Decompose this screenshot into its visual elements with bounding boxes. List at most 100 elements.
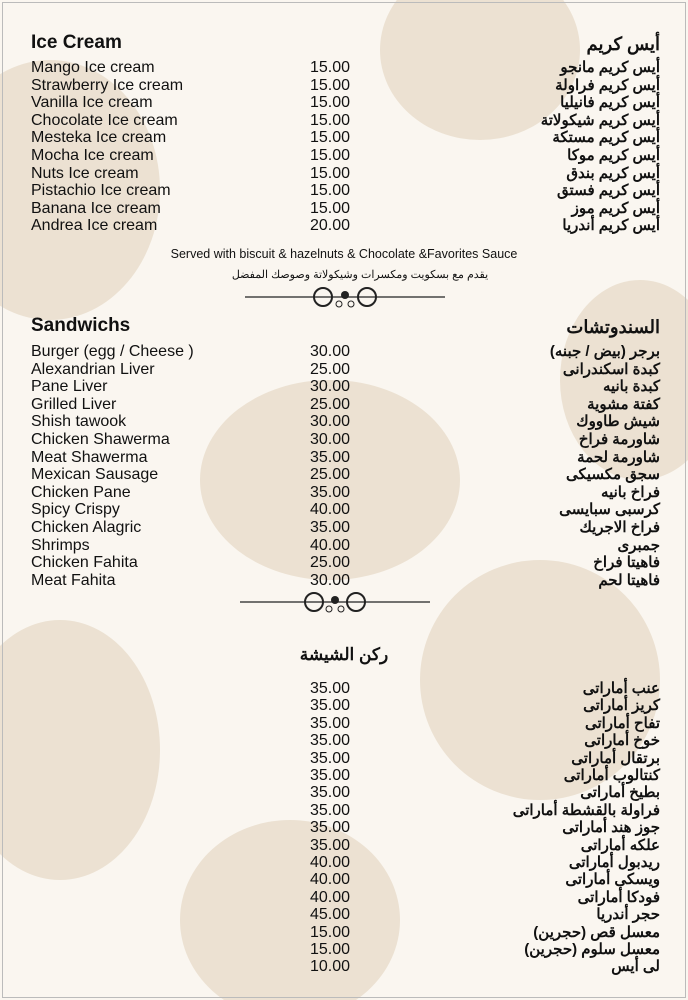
item-price: 35.00 [310, 732, 351, 750]
item-price: 40.00 [310, 888, 351, 906]
item-name-ar: حجر أندريا [596, 906, 660, 924]
item-price: 30.00 [310, 378, 351, 396]
item-name-ar: شاورمة فراخ [578, 431, 660, 448]
item-name-ar: كريز أماراتى [583, 697, 660, 715]
item-name-ar: شاورمة لحمة [577, 448, 660, 466]
item-price: 30.00 [310, 413, 351, 431]
item-price: 35.00 [310, 784, 351, 802]
item-price: 15.00 [310, 76, 351, 94]
item-price: 35.00 [310, 749, 351, 767]
menu-item: Chicken Alagric 35.00 فراخ الاجريك [0, 519, 688, 537]
item-name: Meat Fahita [31, 571, 116, 589]
item-name-ar: فراخ الاجريك [579, 519, 660, 536]
item-name: Strawberry Ice cream [31, 76, 184, 94]
menu-item: 35.00 برتقال أماراتى [0, 750, 688, 768]
item-price: 15.00 [310, 111, 351, 129]
item-name: Mesteka Ice cream [31, 129, 167, 147]
menu-item: 45.00 حجر أندريا [0, 906, 688, 924]
item-name-ar: أيس كريم فراولة [555, 76, 660, 94]
item-price: 40.00 [310, 536, 351, 554]
item-price: 25.00 [310, 360, 351, 378]
item-name: Mexican Sausage [31, 466, 159, 484]
item-price: 30.00 [310, 571, 351, 589]
item-name: Chicken Shawerma [31, 431, 170, 448]
item-price: 45.00 [310, 906, 351, 924]
menu-item: 35.00 بطيخ أماراتى [0, 784, 688, 802]
ice-cream-title-ar: أيس كريم [586, 34, 660, 54]
sandwiches-title-ar: السندوتشات [566, 317, 660, 337]
item-name-ar: علكه أماراتى [580, 836, 660, 854]
menu-item: Pistachio Ice cream 15.00 أيس كريم فستق [0, 182, 688, 200]
item-price: 35.00 [310, 819, 351, 837]
item-name: Vanilla Ice cream [31, 94, 153, 112]
item-price: 40.00 [310, 854, 351, 871]
menu-item: Vanilla Ice cream 15.00 أيس كريم فانيليا [0, 94, 688, 112]
item-name-ar: ويسكى أماراتى [565, 871, 660, 889]
item-price: 40.00 [310, 871, 351, 889]
item-name-ar: فراخ بانيه [601, 483, 660, 501]
menu-item: Chicken Shawerma 30.00 شاورمة فراخ [0, 431, 688, 449]
item-name: Spicy Crispy [31, 501, 120, 519]
menu-item: Spicy Crispy 40.00 كرسبى سبايسى [0, 501, 688, 519]
item-name: Meat Shawerma [31, 448, 148, 466]
menu-item: Pane Liver 30.00 كبدة بانيه [0, 378, 688, 396]
item-name-ar: أيس كريم شيكولاتة [540, 111, 660, 129]
item-name: Pistachio Ice cream [31, 182, 171, 200]
item-name-ar: جوز هند أماراتى [562, 819, 660, 837]
item-name-ar: خوخ أماراتى [584, 732, 660, 750]
item-name-ar: أيس كريم فانيليا [560, 94, 660, 112]
item-name-ar: جمبرى [617, 536, 661, 554]
item-price: 15.00 [310, 941, 351, 958]
item-price: 35.00 [310, 680, 351, 697]
item-name: Banana Ice cream [31, 199, 161, 217]
menu-item: Burger (egg / Cheese ) 30.00 برجر (بيض / ج… [0, 343, 688, 361]
item-name-ar: أيس كريم بندق [566, 164, 660, 182]
item-name: Nuts Ice cream [31, 164, 139, 182]
ornament-divider [240, 592, 430, 613]
menu-item: Mango Ice cream 15.00 أيس كريم مانجو [0, 59, 688, 77]
item-name-ar: أيس كريم مانجو [560, 59, 660, 76]
menu-item: Chicken Pane 35.00 فراخ بانيه [0, 484, 688, 502]
ice-cream-note: Served with biscuit & hazelnuts & Chocol… [170, 247, 518, 261]
menu-item: 40.00 ريدبول أماراتى [0, 854, 688, 872]
item-name-ar: برجر (بيض / جبنه) [549, 343, 660, 360]
menu-item: 35.00 خوخ أماراتى [0, 732, 688, 750]
item-name: Mocha Ice cream [31, 147, 154, 164]
item-price: 35.00 [310, 519, 351, 536]
item-name: Burger (egg / Cheese ) [31, 343, 194, 360]
item-name-ar: أيس كريم فستق [557, 182, 660, 200]
ice-cream-title: Ice Cream [31, 32, 122, 53]
item-name: Alexandrian Liver [31, 360, 155, 378]
item-name-ar: معسل قص (حجرين) [533, 923, 660, 941]
menu-item: Nuts Ice cream 15.00 أيس كريم بندق [0, 165, 688, 183]
item-price: 15.00 [310, 182, 351, 200]
item-price: 35.00 [310, 801, 351, 819]
menu-item: Shish tawook 30.00 شيش طاووك [0, 413, 688, 431]
menu-item: 35.00 علكه أماراتى [0, 837, 688, 855]
item-price: 35.00 [310, 697, 351, 715]
item-name: Chicken Fahita [31, 554, 138, 572]
item-name: Andrea Ice cream [31, 217, 158, 235]
menu-item: Chicken Fahita 25.00 فاهيتا فراخ [0, 554, 688, 572]
item-price: 15.00 [310, 923, 351, 941]
menu-item: Chocolate Ice cream 15.00 أيس كريم شيكولات… [0, 112, 688, 130]
menu-item: 35.00 جوز هند أماراتى [0, 819, 688, 837]
menu-item: 35.00 عنب أماراتى [0, 680, 688, 698]
item-name-ar: فراولة بالقشطة أماراتى [512, 801, 660, 819]
item-name-ar: معسل سلوم (حجرين) [524, 941, 660, 958]
item-name-ar: شيش طاووك [576, 413, 660, 431]
menu-item: 15.00 معسل سلوم (حجرين) [0, 941, 688, 959]
item-price: 40.00 [310, 501, 351, 519]
menu-item: Banana Ice cream 15.00 أيس كريم موز [0, 200, 688, 218]
item-price: 15.00 [310, 164, 351, 182]
ornament-divider [245, 287, 445, 308]
item-price: 35.00 [310, 448, 351, 466]
ice-cream-note-ar: يقدم مع بسكويت ومكسرات وشيكولاتة وصوصك ا… [231, 269, 489, 281]
menu-item: Grilled Liver 25.00 كفتة مشوية [0, 396, 688, 414]
item-name-ar: فاهيتا فراخ [593, 554, 660, 572]
menu-item: Mocha Ice cream 15.00 أيس كريم موكا [0, 147, 688, 165]
item-price: 30.00 [310, 343, 351, 360]
menu-item: Meat Fahita 30.00 فاهيتا لحم [0, 572, 688, 590]
